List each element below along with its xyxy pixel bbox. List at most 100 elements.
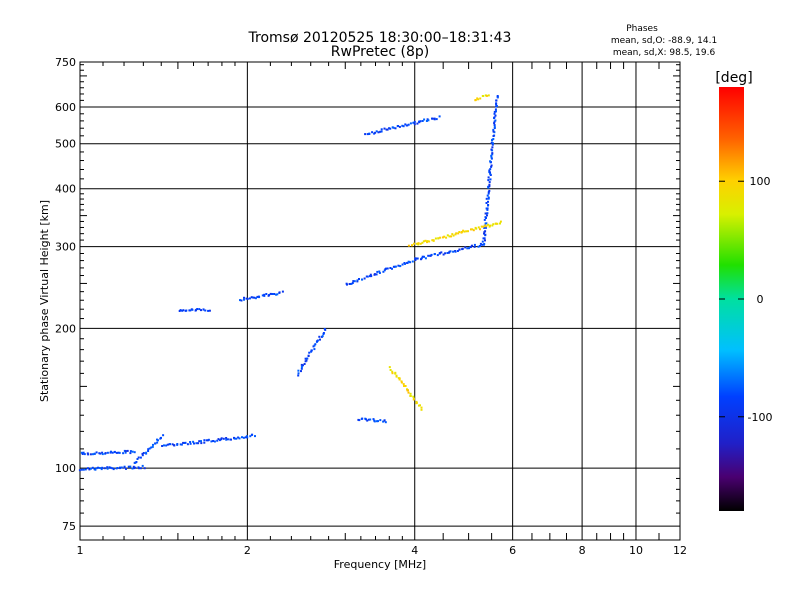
data-point — [433, 117, 436, 120]
data-point — [389, 369, 392, 371]
data-point — [106, 466, 109, 469]
data-point — [407, 123, 410, 126]
data-point — [116, 467, 119, 469]
data-point — [243, 296, 245, 299]
data-point — [491, 146, 494, 149]
data-point — [486, 194, 489, 197]
data-point — [483, 237, 486, 240]
data-point — [417, 243, 420, 246]
data-point — [254, 297, 257, 300]
data-point — [108, 466, 111, 469]
data-point — [91, 466, 94, 469]
data-point — [118, 451, 121, 454]
data-point — [489, 224, 491, 227]
data-point — [119, 467, 121, 470]
data-point — [487, 200, 489, 203]
data-point — [484, 230, 487, 233]
data-point — [394, 265, 397, 268]
data-point — [388, 366, 391, 369]
data-point — [412, 395, 415, 398]
data-point — [379, 419, 382, 422]
colorbar-tick-label: 0 — [757, 293, 764, 306]
data-point — [386, 128, 389, 131]
data-point — [450, 235, 452, 238]
data-point — [256, 295, 259, 298]
data-point — [389, 267, 392, 269]
data-point — [383, 127, 386, 130]
data-point — [375, 420, 378, 423]
data-point — [382, 420, 385, 423]
data-point — [367, 418, 370, 421]
data-point — [424, 257, 427, 260]
data-point — [399, 265, 402, 268]
data-point — [427, 119, 430, 122]
data-point — [391, 267, 393, 270]
data-point — [415, 242, 418, 245]
data-point — [479, 245, 481, 247]
grid-lines — [80, 62, 680, 540]
data-point — [433, 253, 436, 255]
data-point — [382, 270, 385, 273]
data-point — [80, 451, 83, 454]
data-point — [496, 95, 499, 97]
data-point — [281, 290, 284, 293]
x-tick-label: 4 — [411, 544, 418, 557]
data-point — [484, 233, 487, 236]
data-point — [398, 125, 401, 128]
data-point — [421, 241, 424, 244]
data-point — [488, 169, 491, 172]
data-point — [489, 178, 492, 181]
phases-title: Phases — [626, 24, 658, 34]
data-point — [420, 257, 423, 260]
data-point — [154, 442, 157, 445]
data-point — [160, 436, 162, 439]
data-point — [475, 227, 478, 230]
data-point — [243, 298, 245, 301]
data-point — [261, 294, 264, 297]
data-point — [353, 280, 356, 283]
data-point — [141, 454, 144, 457]
data-point — [493, 125, 496, 128]
data-point — [369, 418, 372, 421]
data-point — [225, 438, 228, 441]
data-point — [421, 255, 424, 258]
data-point — [173, 444, 176, 447]
data-point — [212, 440, 215, 442]
data-point — [127, 465, 130, 468]
data-point — [488, 181, 491, 184]
data-point — [477, 98, 480, 101]
data-point — [493, 124, 496, 126]
data-point — [398, 377, 401, 380]
data-point — [403, 385, 405, 387]
data-point — [402, 125, 405, 128]
data-point — [176, 443, 179, 445]
data-point — [300, 363, 303, 366]
data-point — [251, 433, 254, 436]
data-point — [373, 273, 376, 276]
data-point — [406, 389, 409, 392]
data-point — [482, 95, 485, 97]
data-point — [361, 278, 364, 281]
y-tick-label: 500 — [55, 138, 76, 151]
data-point — [376, 270, 379, 273]
data-point — [138, 467, 140, 470]
data-point — [481, 243, 484, 246]
data-point — [200, 440, 202, 443]
data-point — [143, 467, 146, 470]
data-point — [207, 438, 210, 441]
data-point — [460, 231, 463, 234]
data-point — [477, 226, 480, 229]
data-point — [384, 421, 387, 424]
data-point — [487, 176, 490, 179]
data-point — [400, 381, 403, 384]
data-point — [226, 438, 229, 441]
data-point — [373, 420, 376, 423]
data-point — [91, 453, 94, 456]
data-point — [491, 139, 493, 142]
data-point — [308, 351, 311, 354]
data-point — [300, 370, 302, 373]
data-point — [400, 380, 403, 383]
data-point — [423, 118, 426, 121]
data-point — [490, 164, 493, 167]
